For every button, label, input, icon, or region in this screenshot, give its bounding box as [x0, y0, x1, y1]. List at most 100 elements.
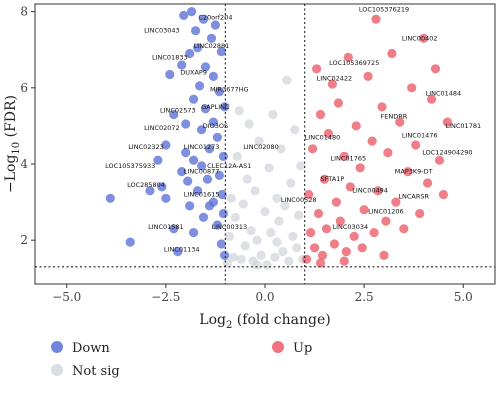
- point-down: [197, 125, 207, 135]
- point-not-sig: [224, 231, 234, 241]
- point-not-sig: [262, 260, 272, 270]
- point-up: [419, 33, 429, 43]
- point-up: [391, 197, 401, 207]
- gene-label: LINC01581: [148, 223, 184, 231]
- y-tick-label: 8: [20, 5, 28, 19]
- point-down: [200, 62, 211, 72]
- point-up: [367, 136, 377, 146]
- point-not-sig: [266, 228, 276, 238]
- gene-label: MIR3677HG: [210, 86, 249, 94]
- axes: −5.0 −2.5 0.0 2.5 5.0 2 4 6 8: [20, 5, 472, 304]
- point-not-sig: [284, 256, 294, 266]
- point-down: [216, 47, 226, 57]
- gene-label: LINC01476: [402, 131, 438, 139]
- y-axis-title-rest: (FDR): [3, 95, 19, 142]
- point-not-sig: [242, 174, 252, 184]
- point-down: [189, 155, 199, 165]
- point-up: [339, 151, 349, 161]
- point-up: [349, 231, 359, 241]
- point-not-sig: [226, 193, 236, 203]
- point-not-sig: [238, 199, 248, 209]
- x-tick-label: −5.0: [52, 290, 81, 304]
- point-up: [434, 155, 445, 165]
- point-up: [315, 109, 326, 120]
- point-down: [179, 10, 189, 20]
- x-tick-label: −2.5: [151, 290, 180, 304]
- point-down: [198, 14, 209, 24]
- point-not-sig: [264, 163, 274, 173]
- gene-label: MAP3K9-DT: [395, 168, 433, 176]
- point-not-sig: [288, 231, 298, 241]
- point-up: [317, 250, 328, 260]
- point-up: [381, 216, 391, 226]
- gene-label: LNCARSR: [398, 192, 429, 200]
- point-not-sig: [250, 186, 260, 196]
- point-down: [185, 48, 195, 59]
- point-down: [210, 20, 220, 30]
- point-down: [185, 201, 195, 211]
- y-tick-label: 6: [20, 81, 28, 95]
- point-down: [189, 228, 199, 238]
- point-not-sig: [280, 201, 290, 211]
- point-up: [369, 228, 379, 238]
- point-up: [438, 189, 448, 200]
- point-down: [153, 155, 163, 165]
- point-up: [383, 148, 393, 158]
- gene-label: LINC03043: [144, 27, 180, 35]
- legend-label-up: Up: [293, 341, 312, 356]
- gene-label: LINC01781: [445, 122, 481, 130]
- gene-label: LINC00402: [402, 34, 438, 42]
- point-up: [403, 167, 413, 177]
- point-not-sig: [236, 254, 246, 264]
- point-down: [157, 182, 167, 192]
- point-not-sig: [272, 193, 282, 203]
- point-up: [355, 163, 365, 173]
- point-up: [333, 98, 343, 108]
- gene-label: LINC01833: [152, 53, 188, 61]
- point-up: [430, 64, 441, 74]
- point-not-sig: [274, 216, 284, 226]
- gene-label: LINC02881: [194, 42, 230, 50]
- point-up: [313, 208, 324, 219]
- point-up: [359, 205, 369, 215]
- point-down: [220, 250, 230, 260]
- point-up: [339, 256, 349, 266]
- x-tick-label: 2.5: [355, 290, 374, 304]
- point-up: [308, 144, 318, 154]
- x-axis-title-main: Log: [199, 312, 226, 328]
- point-not-sig: [230, 212, 240, 222]
- point-up: [321, 224, 332, 234]
- point-up: [415, 208, 425, 219]
- legend-swatch-up: [272, 341, 284, 353]
- point-down: [214, 170, 224, 180]
- point-down: [169, 224, 179, 234]
- threshold-lines: [35, 4, 495, 284]
- gene-label: DUXAP9: [180, 69, 207, 77]
- point-down: [191, 26, 201, 36]
- point-not-sig: [290, 125, 300, 135]
- gene-label: CLEC12A-AS1: [207, 162, 251, 170]
- point-not-sig: [286, 178, 296, 188]
- point-down: [217, 189, 227, 200]
- point-down: [195, 81, 205, 91]
- point-down: [177, 167, 187, 177]
- gene-label: LINC02080: [243, 143, 279, 151]
- point-up: [395, 117, 405, 127]
- point-down: [161, 140, 171, 150]
- point-down: [214, 87, 224, 97]
- gene-label: C20orf204: [198, 13, 232, 21]
- y-axis-title: −Log10 (FDR): [3, 95, 22, 193]
- gene-label: LOC285804: [127, 181, 165, 189]
- legend-swatch-not-sig: [51, 364, 63, 376]
- point-not-sig: [256, 250, 266, 260]
- point-not-sig: [228, 252, 238, 262]
- gene-label: LINC02323: [128, 143, 164, 151]
- point-up: [335, 216, 345, 226]
- y-tick-label: 2: [20, 233, 28, 247]
- y-tick-label: 4: [20, 157, 28, 171]
- point-not-sig: [282, 75, 292, 85]
- point-not-sig: [292, 243, 302, 253]
- gene-label: LINC02072: [144, 124, 180, 132]
- point-down: [220, 102, 230, 112]
- legend-swatch-down: [51, 341, 63, 353]
